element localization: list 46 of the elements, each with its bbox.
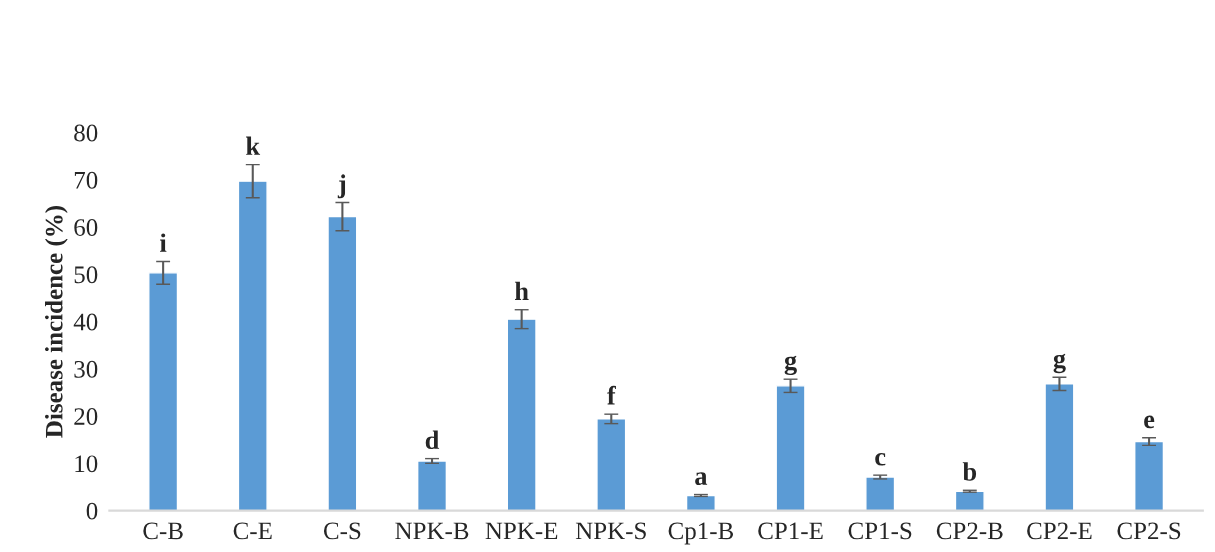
- bar: [416, 460, 448, 511]
- x-tick-label: CP2-B: [936, 522, 1003, 540]
- data-label: g: [1053, 353, 1066, 374]
- bar: [506, 318, 537, 511]
- data-label: e: [1144, 415, 1155, 429]
- bar: [954, 490, 985, 511]
- y-tick-label: 50: [74, 266, 98, 284]
- x-tick-label: CP1-S: [848, 522, 912, 540]
- y-axis-title: Disease incidence (%): [45, 206, 68, 438]
- bar: [865, 476, 896, 511]
- data-label: k: [246, 136, 261, 155]
- bar: [775, 385, 806, 511]
- x-tick-label: C-S: [323, 522, 361, 540]
- bar: [327, 215, 358, 511]
- x-tick-label: NPK-E: [485, 522, 558, 540]
- x-tick-label: C-E: [233, 522, 272, 540]
- bar: [685, 494, 716, 511]
- data-label: i: [160, 233, 167, 252]
- data-label: f: [607, 385, 616, 405]
- x-tick-label: C-B: [143, 522, 183, 540]
- bar: [237, 180, 268, 511]
- x-tick-label: NPK-S: [575, 522, 646, 540]
- y-tick-label: 70: [74, 171, 98, 189]
- x-tick-label: CP2-E: [1027, 522, 1092, 540]
- y-tick-label: 20: [74, 408, 98, 425]
- data-label: d: [425, 430, 440, 450]
- x-tick-label: CP1-E: [758, 522, 823, 540]
- y-tick-label: 0: [86, 502, 98, 520]
- data-label: c: [875, 452, 886, 466]
- y-tick-label: 10: [75, 455, 98, 473]
- data-label: h: [514, 281, 529, 300]
- data-label: a: [695, 472, 708, 485]
- y-tick-label: 40: [73, 313, 98, 331]
- x-tick-label: CP2-S: [1117, 522, 1181, 540]
- data-label: j: [337, 174, 346, 199]
- bar: [1134, 440, 1165, 511]
- y-tick-label: 30: [74, 360, 98, 378]
- x-tick-label: NPK-B: [395, 522, 469, 540]
- bar: [1044, 383, 1075, 511]
- data-label: b: [962, 462, 977, 481]
- y-tick-label: 60: [74, 219, 98, 236]
- data-label: g: [784, 355, 797, 376]
- bar: [148, 272, 179, 511]
- bar: [596, 418, 627, 511]
- y-tick-label: 80: [74, 124, 98, 142]
- x-tick-label: Cp1-B: [668, 522, 734, 545]
